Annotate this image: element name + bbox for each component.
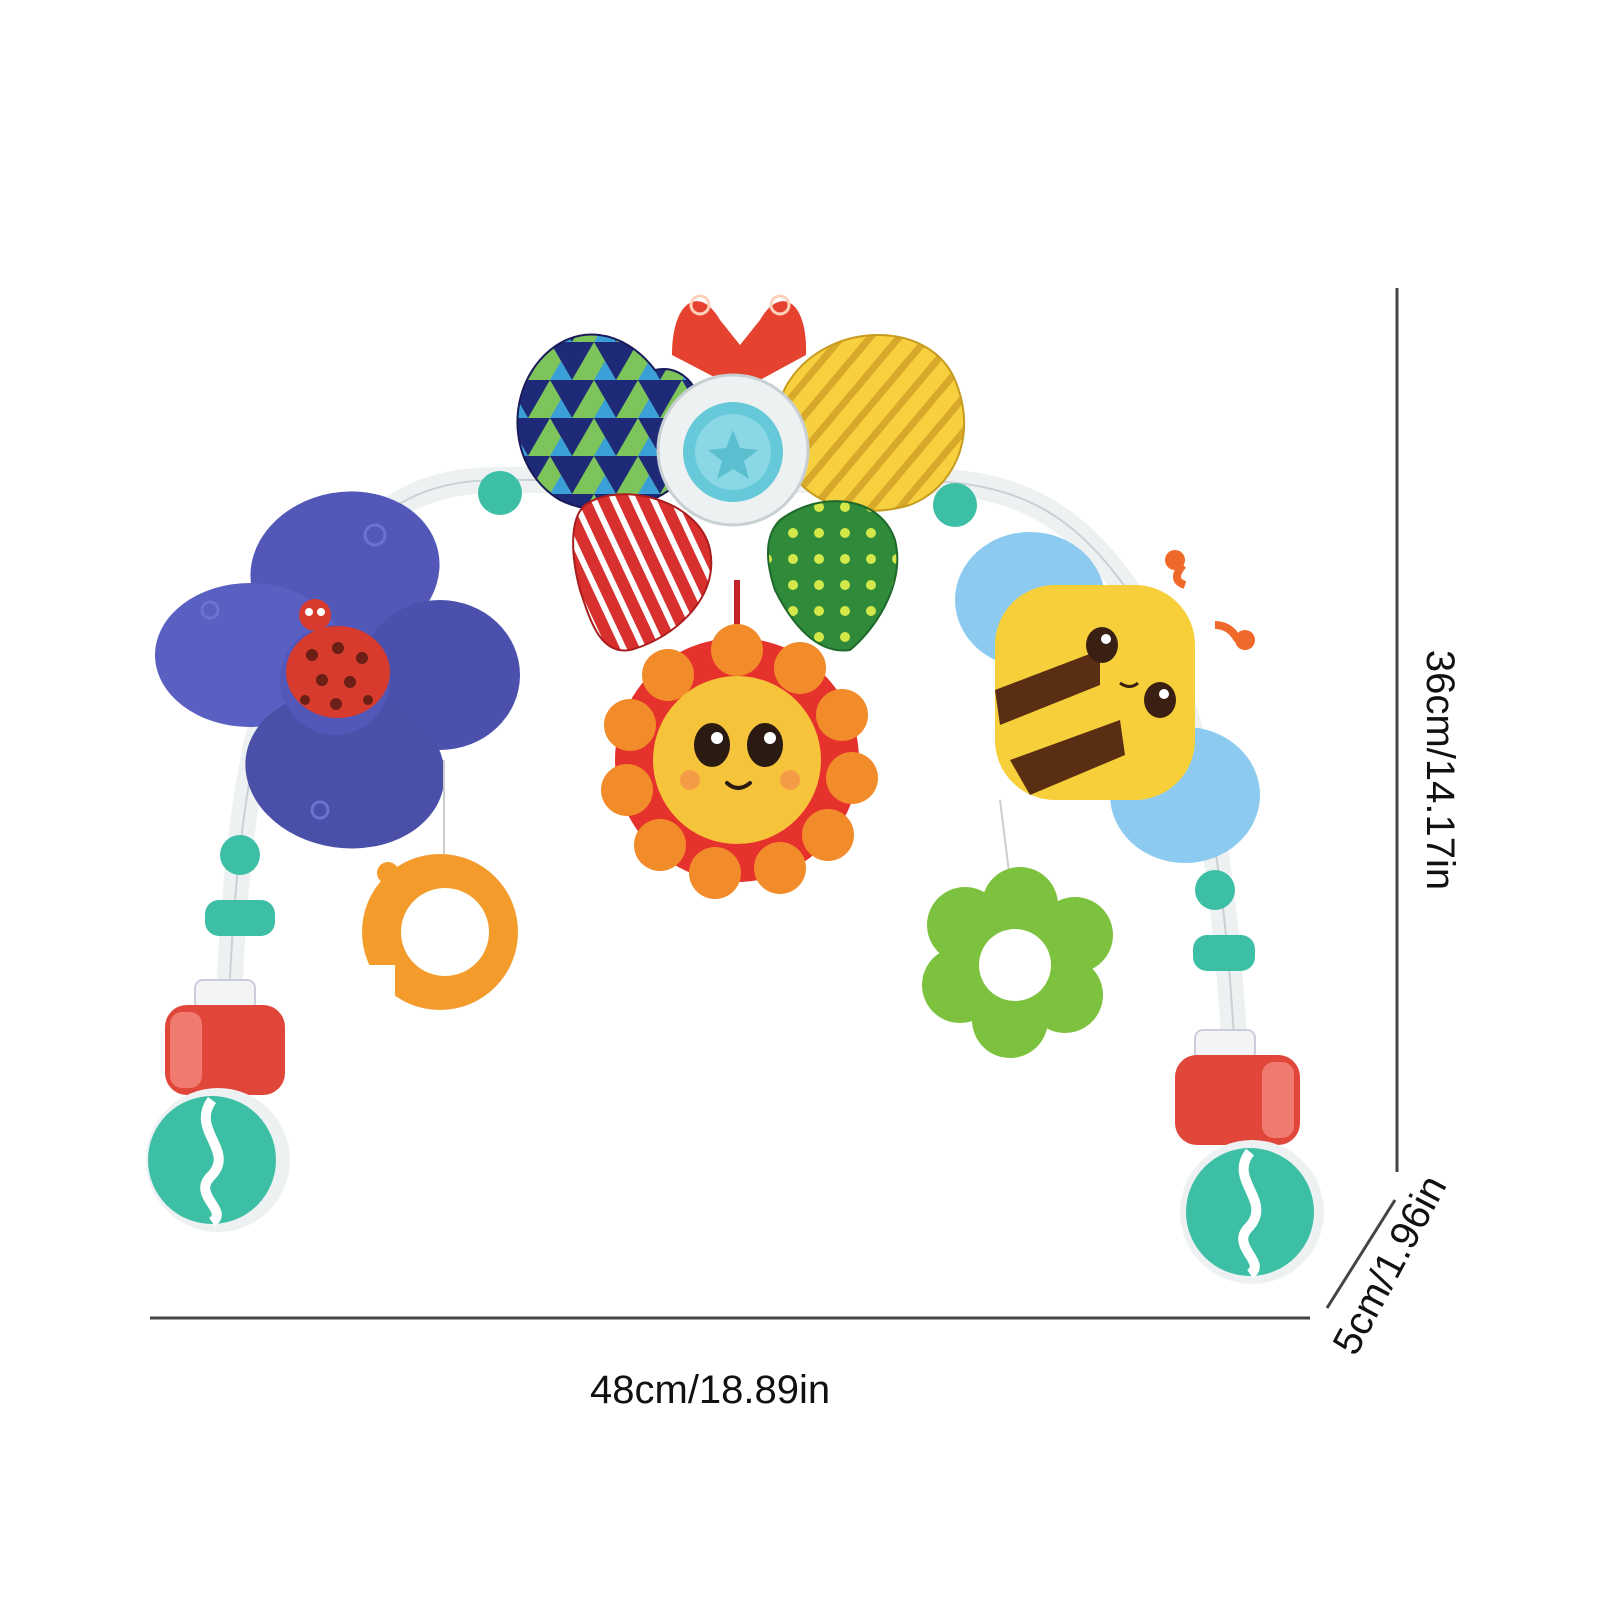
patterned-wing-top-right bbox=[777, 334, 966, 512]
center-butterfly bbox=[516, 294, 966, 652]
left-stroller-clip bbox=[146, 979, 290, 1232]
depth-dimension-line bbox=[1325, 1199, 1397, 1309]
height-dimension-label: 36cm/14.17in bbox=[1418, 649, 1462, 891]
sun-plush bbox=[601, 624, 878, 899]
flower-teether bbox=[922, 867, 1113, 1058]
right-stroller-clip bbox=[1175, 1029, 1324, 1284]
width-dimension-label: 48cm/18.89in bbox=[590, 1368, 831, 1412]
patterned-wing-bottom-right bbox=[767, 500, 899, 652]
patterned-wing-bottom-left bbox=[572, 493, 713, 652]
bee-toy bbox=[955, 532, 1260, 863]
ladybug-icon bbox=[286, 599, 390, 718]
snail-teether bbox=[355, 854, 518, 1010]
arch-joints bbox=[205, 471, 1255, 971]
